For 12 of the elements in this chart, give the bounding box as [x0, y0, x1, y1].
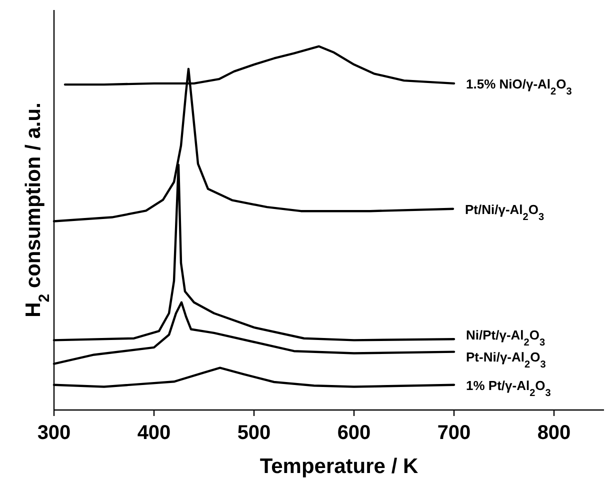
- series-label: Ni/Pt/γ-Al$_{2}$O$_{3}$: [466, 327, 546, 348]
- series-label: Pt-Ni/γ-Al$_{2}$O$_{3}$: [466, 349, 546, 370]
- x-tick-label: 800: [537, 422, 571, 444]
- x-tick-label: 300: [37, 422, 71, 444]
- x-tick-label: 400: [137, 422, 171, 444]
- x-axis-title: Temperature / K: [260, 455, 418, 478]
- series-label: Pt/Ni/γ-Al$_{2}$O$_{3}$: [465, 202, 544, 222]
- x-tick-label: 600: [337, 422, 371, 444]
- x-tick-label: 700: [437, 422, 471, 444]
- series-label: 1% Pt/γ-Al$_{2}$O$_{3}$: [466, 378, 552, 398]
- series-label: 1.5% NiO/γ-Al$_{2}$O$_{3}$: [466, 76, 572, 97]
- x-tick-label: 500: [237, 422, 271, 444]
